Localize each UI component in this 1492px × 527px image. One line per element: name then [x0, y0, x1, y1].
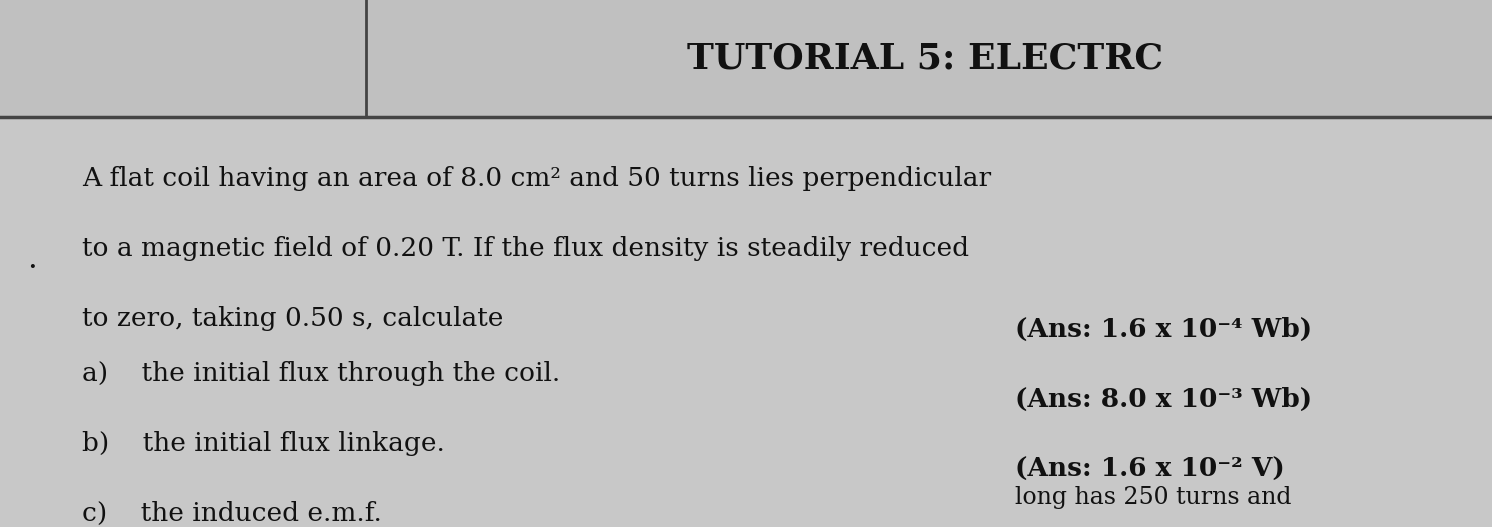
Text: c)    the induced e.m.f.: c) the induced e.m.f.	[82, 501, 382, 526]
Text: TUTORIAL 5: ELECTRC: TUTORIAL 5: ELECTRC	[686, 41, 1164, 75]
Bar	[0, 0, 1492, 116]
Text: .: .	[27, 244, 37, 275]
Text: long has 250 turns and: long has 250 turns and	[1015, 486, 1291, 509]
Text: a)    the initial flux through the coil.: a) the initial flux through the coil.	[82, 361, 561, 386]
Text: to zero, taking 0.50 s, calculate: to zero, taking 0.50 s, calculate	[82, 306, 503, 331]
Text: (Ans: 1.6 x 10⁻² V): (Ans: 1.6 x 10⁻² V)	[1015, 457, 1285, 482]
Text: b)    the initial flux linkage.: b) the initial flux linkage.	[82, 431, 445, 456]
Text: (Ans: 1.6 x 10⁻⁴ Wb): (Ans: 1.6 x 10⁻⁴ Wb)	[1015, 317, 1311, 342]
Text: to a magnetic field of 0.20 T. If the flux density is steadily reduced: to a magnetic field of 0.20 T. If the fl…	[82, 237, 970, 261]
Text: (Ans: 8.0 x 10⁻³ Wb): (Ans: 8.0 x 10⁻³ Wb)	[1015, 387, 1311, 412]
Text: A flat coil having an area of 8.0 cm² and 50 turns lies perpendicular: A flat coil having an area of 8.0 cm² an…	[82, 167, 991, 191]
